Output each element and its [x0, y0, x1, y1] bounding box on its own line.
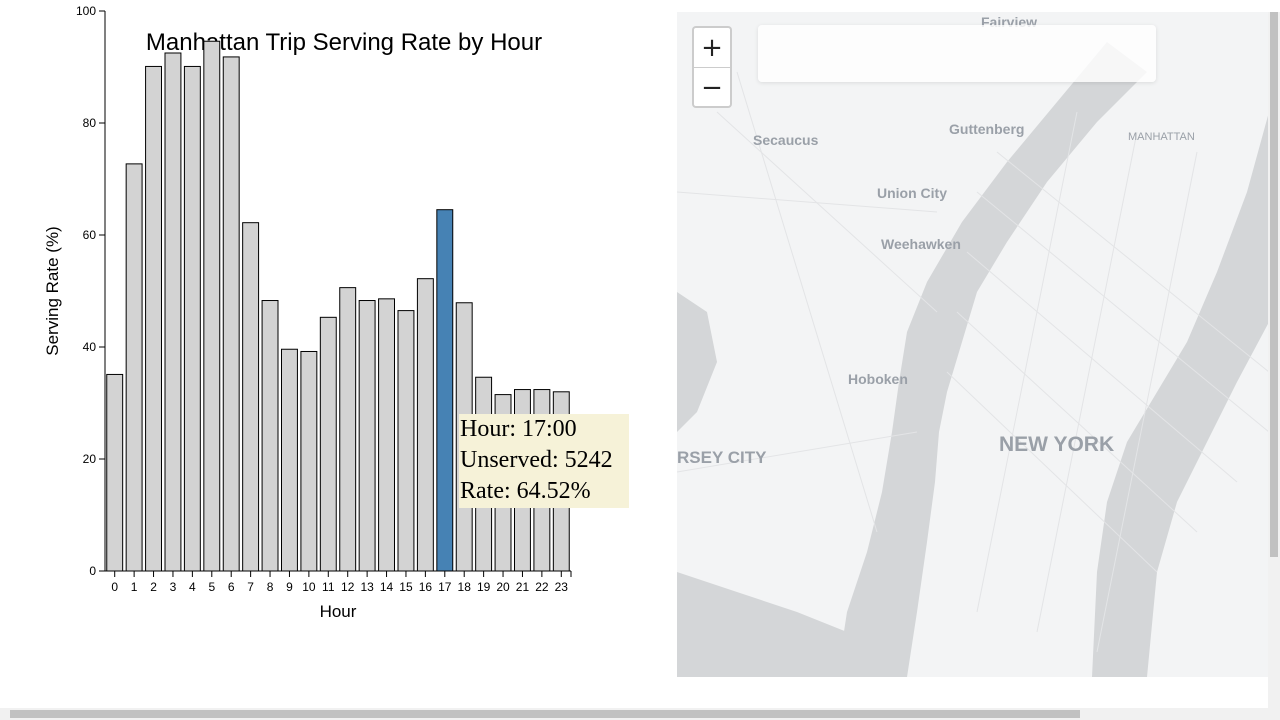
x-tick-label: 11	[322, 580, 335, 594]
map-label-jersey-city: RSEY CITY	[677, 448, 767, 467]
bar-hour-5[interactable]	[203, 40, 221, 572]
bar-tooltip: Hour: 17:00 Unserved: 5242 Rate: 64.52%	[459, 414, 629, 508]
y-tick-label: 100	[76, 4, 96, 18]
bar-hour-15[interactable]	[397, 310, 415, 572]
x-tick-label: 2	[150, 580, 157, 594]
bar-hour-17[interactable]	[436, 209, 454, 572]
y-tick-label: 80	[83, 116, 97, 130]
map-label-weehawken: Weehawken	[881, 236, 961, 252]
map-label-new-york: NEW YORK	[999, 433, 1115, 456]
y-axis-title: Serving Rate (%)	[43, 226, 62, 355]
zoom-out-button[interactable]: −	[701, 72, 723, 103]
bar-hour-12[interactable]	[339, 287, 357, 572]
map-label-guttenberg: Guttenberg	[949, 121, 1025, 137]
x-tick-label: 18	[458, 580, 472, 594]
horizontal-scrollbar-thumb[interactable]	[10, 710, 1080, 718]
x-tick-label: 15	[399, 580, 413, 594]
vertical-scrollbar[interactable]	[1268, 12, 1280, 708]
map-info-panel	[758, 25, 1156, 82]
x-tick-label: 3	[170, 580, 177, 594]
x-axis: 0 1 2 3 4 5 6 7 8 9 10 11 12 13 14 15 16 17 18 19 20 21 22 23	[105, 570, 572, 594]
map-basemap	[677, 12, 1269, 677]
x-tick-label: 0	[111, 580, 118, 594]
y-tick-label: 40	[83, 340, 97, 354]
x-tick-label: 17	[438, 580, 452, 594]
bar-hour-14[interactable]	[378, 298, 395, 572]
x-tick-label: 1	[131, 580, 138, 594]
x-tick-label: 7	[247, 580, 254, 594]
tooltip-hour: Hour: 17:00	[460, 416, 577, 442]
bar-hour-1[interactable]	[125, 163, 143, 572]
bar-hour-11[interactable]	[319, 316, 337, 572]
bar-hour-6[interactable]	[222, 56, 240, 572]
bar-hour-0[interactable]	[106, 373, 124, 572]
map-view[interactable]: Fairview Secaucus Guttenberg MANHATTAN U…	[677, 12, 1269, 677]
y-tick-label: 20	[83, 452, 97, 466]
bar-hour-2[interactable]	[145, 65, 163, 572]
horizontal-scrollbar[interactable]	[0, 708, 1280, 720]
bar-hour-16[interactable]	[416, 278, 434, 572]
x-tick-label: 14	[380, 580, 394, 594]
x-tick-label: 4	[189, 580, 196, 594]
map-label-manhattan: MANHATTAN	[1128, 131, 1195, 143]
y-tick-label: 0	[89, 564, 96, 578]
bar-hour-4[interactable]	[183, 65, 201, 572]
x-tick-label: 23	[555, 580, 569, 594]
x-axis-title: Hour	[320, 602, 357, 621]
x-tick-label: 5	[208, 580, 215, 594]
x-tick-label: 19	[477, 580, 491, 594]
zoom-in-button[interactable]: +	[694, 28, 730, 68]
map-label-hoboken: Hoboken	[848, 371, 908, 387]
x-tick-label: 9	[286, 580, 293, 594]
y-tick-label: 60	[83, 228, 97, 242]
bar-hour-8[interactable]	[261, 300, 279, 572]
bar-hour-9[interactable]	[281, 348, 298, 572]
x-tick-label: 8	[267, 580, 274, 594]
x-tick-label: 10	[302, 580, 316, 594]
x-tick-label: 20	[496, 580, 510, 594]
map-label-union-city: Union City	[877, 185, 947, 201]
bar-hour-7[interactable]	[242, 222, 260, 572]
x-tick-label: 22	[535, 580, 549, 594]
x-tick-label: 6	[228, 580, 235, 594]
vertical-scrollbar-thumb[interactable]	[1270, 12, 1278, 557]
x-tick-label: 16	[419, 580, 433, 594]
bar-hour-10[interactable]	[300, 350, 318, 572]
bar-hour-13[interactable]	[358, 300, 376, 572]
tooltip-unserved: Unserved: 5242	[460, 447, 613, 473]
map-label-secaucus: Secaucus	[753, 132, 819, 148]
tooltip-rate: Rate: 64.52%	[460, 478, 591, 504]
x-tick-label: 12	[341, 580, 355, 594]
y-axis: 0 20 40 60 80 100	[76, 4, 106, 578]
zoom-control: + −	[692, 26, 732, 108]
x-tick-label: 21	[516, 580, 530, 594]
bar-hour-3[interactable]	[164, 52, 182, 572]
x-tick-label: 13	[360, 580, 374, 594]
serving-rate-chart: Manhattan Trip Serving Rate by Hour 0204…	[43, 4, 572, 621]
